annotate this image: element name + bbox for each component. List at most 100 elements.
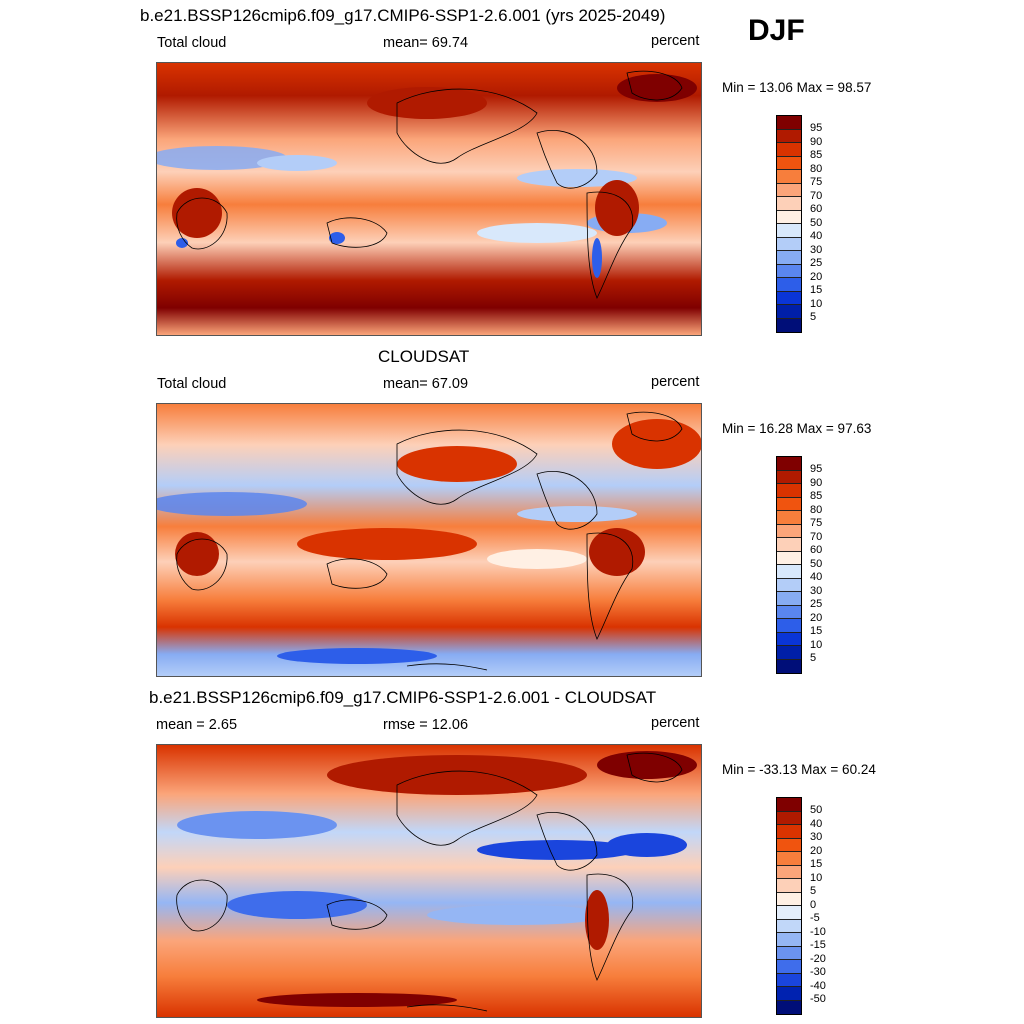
colorbar-swatch [777,632,801,646]
colorbar-swatch [777,305,801,319]
colorbar-swatch [777,659,801,673]
colorbar-swatch [777,605,801,619]
colorbar-tick-label: 75 [810,517,823,529]
colorbar-tick-label: 5 [810,311,817,323]
panel-1-colorbar [776,115,802,333]
colorbar-swatch [777,237,801,251]
panel-2-mean: mean= 67.09 [383,376,469,392]
panel-3-mean: mean = 2.65 [156,717,238,733]
colorbar-swatch [777,933,801,947]
colorbar-tick-label: 60 [810,544,823,556]
colorbar-swatch [777,906,801,920]
colorbar-tick-label: -20 [810,952,826,965]
colorbar-tick-label: 50 [810,557,823,570]
colorbar-tick-label: 10 [810,297,823,310]
colorbar-swatch [777,892,801,906]
colorbar-tick-label: 95 [810,463,823,475]
colorbar-swatch [777,973,801,987]
colorbar-tick-label: 15 [810,858,823,870]
colorbar-tick-label: 5 [810,885,817,897]
colorbar-swatch [777,592,801,606]
colorbar-swatch [777,116,801,130]
colorbar-tick-label: 5 [810,652,817,664]
panel-1-title: b.e21.BSSP126cmip6.f09_g17.CMIP6-SSP1-2.… [140,6,666,25]
colorbar-tick-label: 60 [810,203,823,215]
panel-3-rmse: rmse = 12.06 [383,717,469,733]
colorbar-swatch [777,619,801,633]
panel-3-units: percent [651,715,700,731]
colorbar-swatch [777,457,801,471]
panel-3-title: b.e21.BSSP126cmip6.f09_g17.CMIP6-SSP1-2.… [149,688,657,707]
panel-1-left-label: Total cloud [157,35,227,51]
colorbar-tick-label: 30 [810,584,823,597]
colorbar-tick-label: 80 [810,162,823,175]
colorbar-tick-label: 40 [810,817,823,830]
colorbar-swatch [777,484,801,498]
colorbar-swatch [777,210,801,224]
colorbar-swatch [777,143,801,157]
colorbar-swatch [777,511,801,525]
colorbar-tick-label: -40 [810,979,826,992]
colorbar-tick-label: 90 [810,476,823,489]
colorbar-swatch [777,197,801,211]
panel-2-title: CLOUDSAT [378,347,470,366]
colorbar-tick-label: 85 [810,490,823,502]
colorbar-swatch [777,879,801,893]
colorbar-tick-label: 0 [810,898,817,911]
colorbar-tick-label: 75 [810,176,823,188]
colorbar-tick-label: 10 [810,871,823,884]
colorbar-swatch [777,946,801,960]
colorbar-swatch [777,183,801,197]
colorbar-swatch [777,538,801,552]
colorbar-tick-label: 80 [810,503,823,516]
colorbar-swatch [777,551,801,565]
colorbar-swatch [777,1000,801,1014]
season-label: DJF [748,14,805,47]
panel-1-map [156,62,702,336]
panel-3-colorbar [776,797,802,1015]
panel-2-map [156,403,702,677]
colorbar-tick-label: 50 [810,216,823,229]
colorbar-tick-label: 20 [810,611,823,624]
panel-2-colorbar [776,456,802,674]
colorbar-tick-label: -30 [810,966,826,978]
colorbar-tick-label: 90 [810,135,823,148]
colorbar-tick-label: 25 [810,598,823,610]
colorbar-swatch [777,811,801,825]
colorbar-tick-label: -15 [810,939,826,951]
colorbar-tick-label: 40 [810,571,823,583]
colorbar-swatch [777,264,801,278]
panel-1-minmax: Min = 13.06 Max = 98.57 [722,80,872,95]
colorbar-swatch [777,291,801,305]
colorbar-tick-label: 15 [810,625,823,637]
colorbar-swatch [777,524,801,538]
colorbar-swatch [777,565,801,579]
panel-3-minmax: Min = -33.13 Max = 60.24 [722,762,876,777]
panel-2-units: percent [651,374,700,390]
colorbar-swatch [777,470,801,484]
panel-2-left-label: Total cloud [157,376,227,392]
colorbar-swatch [777,919,801,933]
colorbar-tick-label: -50 [810,993,826,1005]
colorbar-swatch [777,825,801,839]
colorbar-tick-label: 20 [810,270,823,283]
panel-3-map [156,744,702,1018]
colorbar-swatch [777,251,801,265]
colorbar-tick-label: 50 [810,804,823,816]
colorbar-swatch [777,865,801,879]
panel-1-mean: mean= 69.74 [383,35,469,51]
colorbar-swatch [777,497,801,511]
colorbar-tick-label: -5 [810,912,820,924]
colorbar-tick-label: -10 [810,925,826,938]
colorbar-swatch [777,224,801,238]
panel-2-minmax: Min = 16.28 Max = 97.63 [722,421,872,436]
colorbar-swatch [777,838,801,852]
colorbar-tick-label: 85 [810,149,823,161]
colorbar-tick-label: 40 [810,230,823,242]
colorbar-tick-label: 25 [810,257,823,269]
colorbar-swatch [777,578,801,592]
colorbar-swatch [777,318,801,332]
panel-1-units: percent [651,33,700,49]
colorbar-swatch [777,170,801,184]
colorbar-swatch [777,960,801,974]
